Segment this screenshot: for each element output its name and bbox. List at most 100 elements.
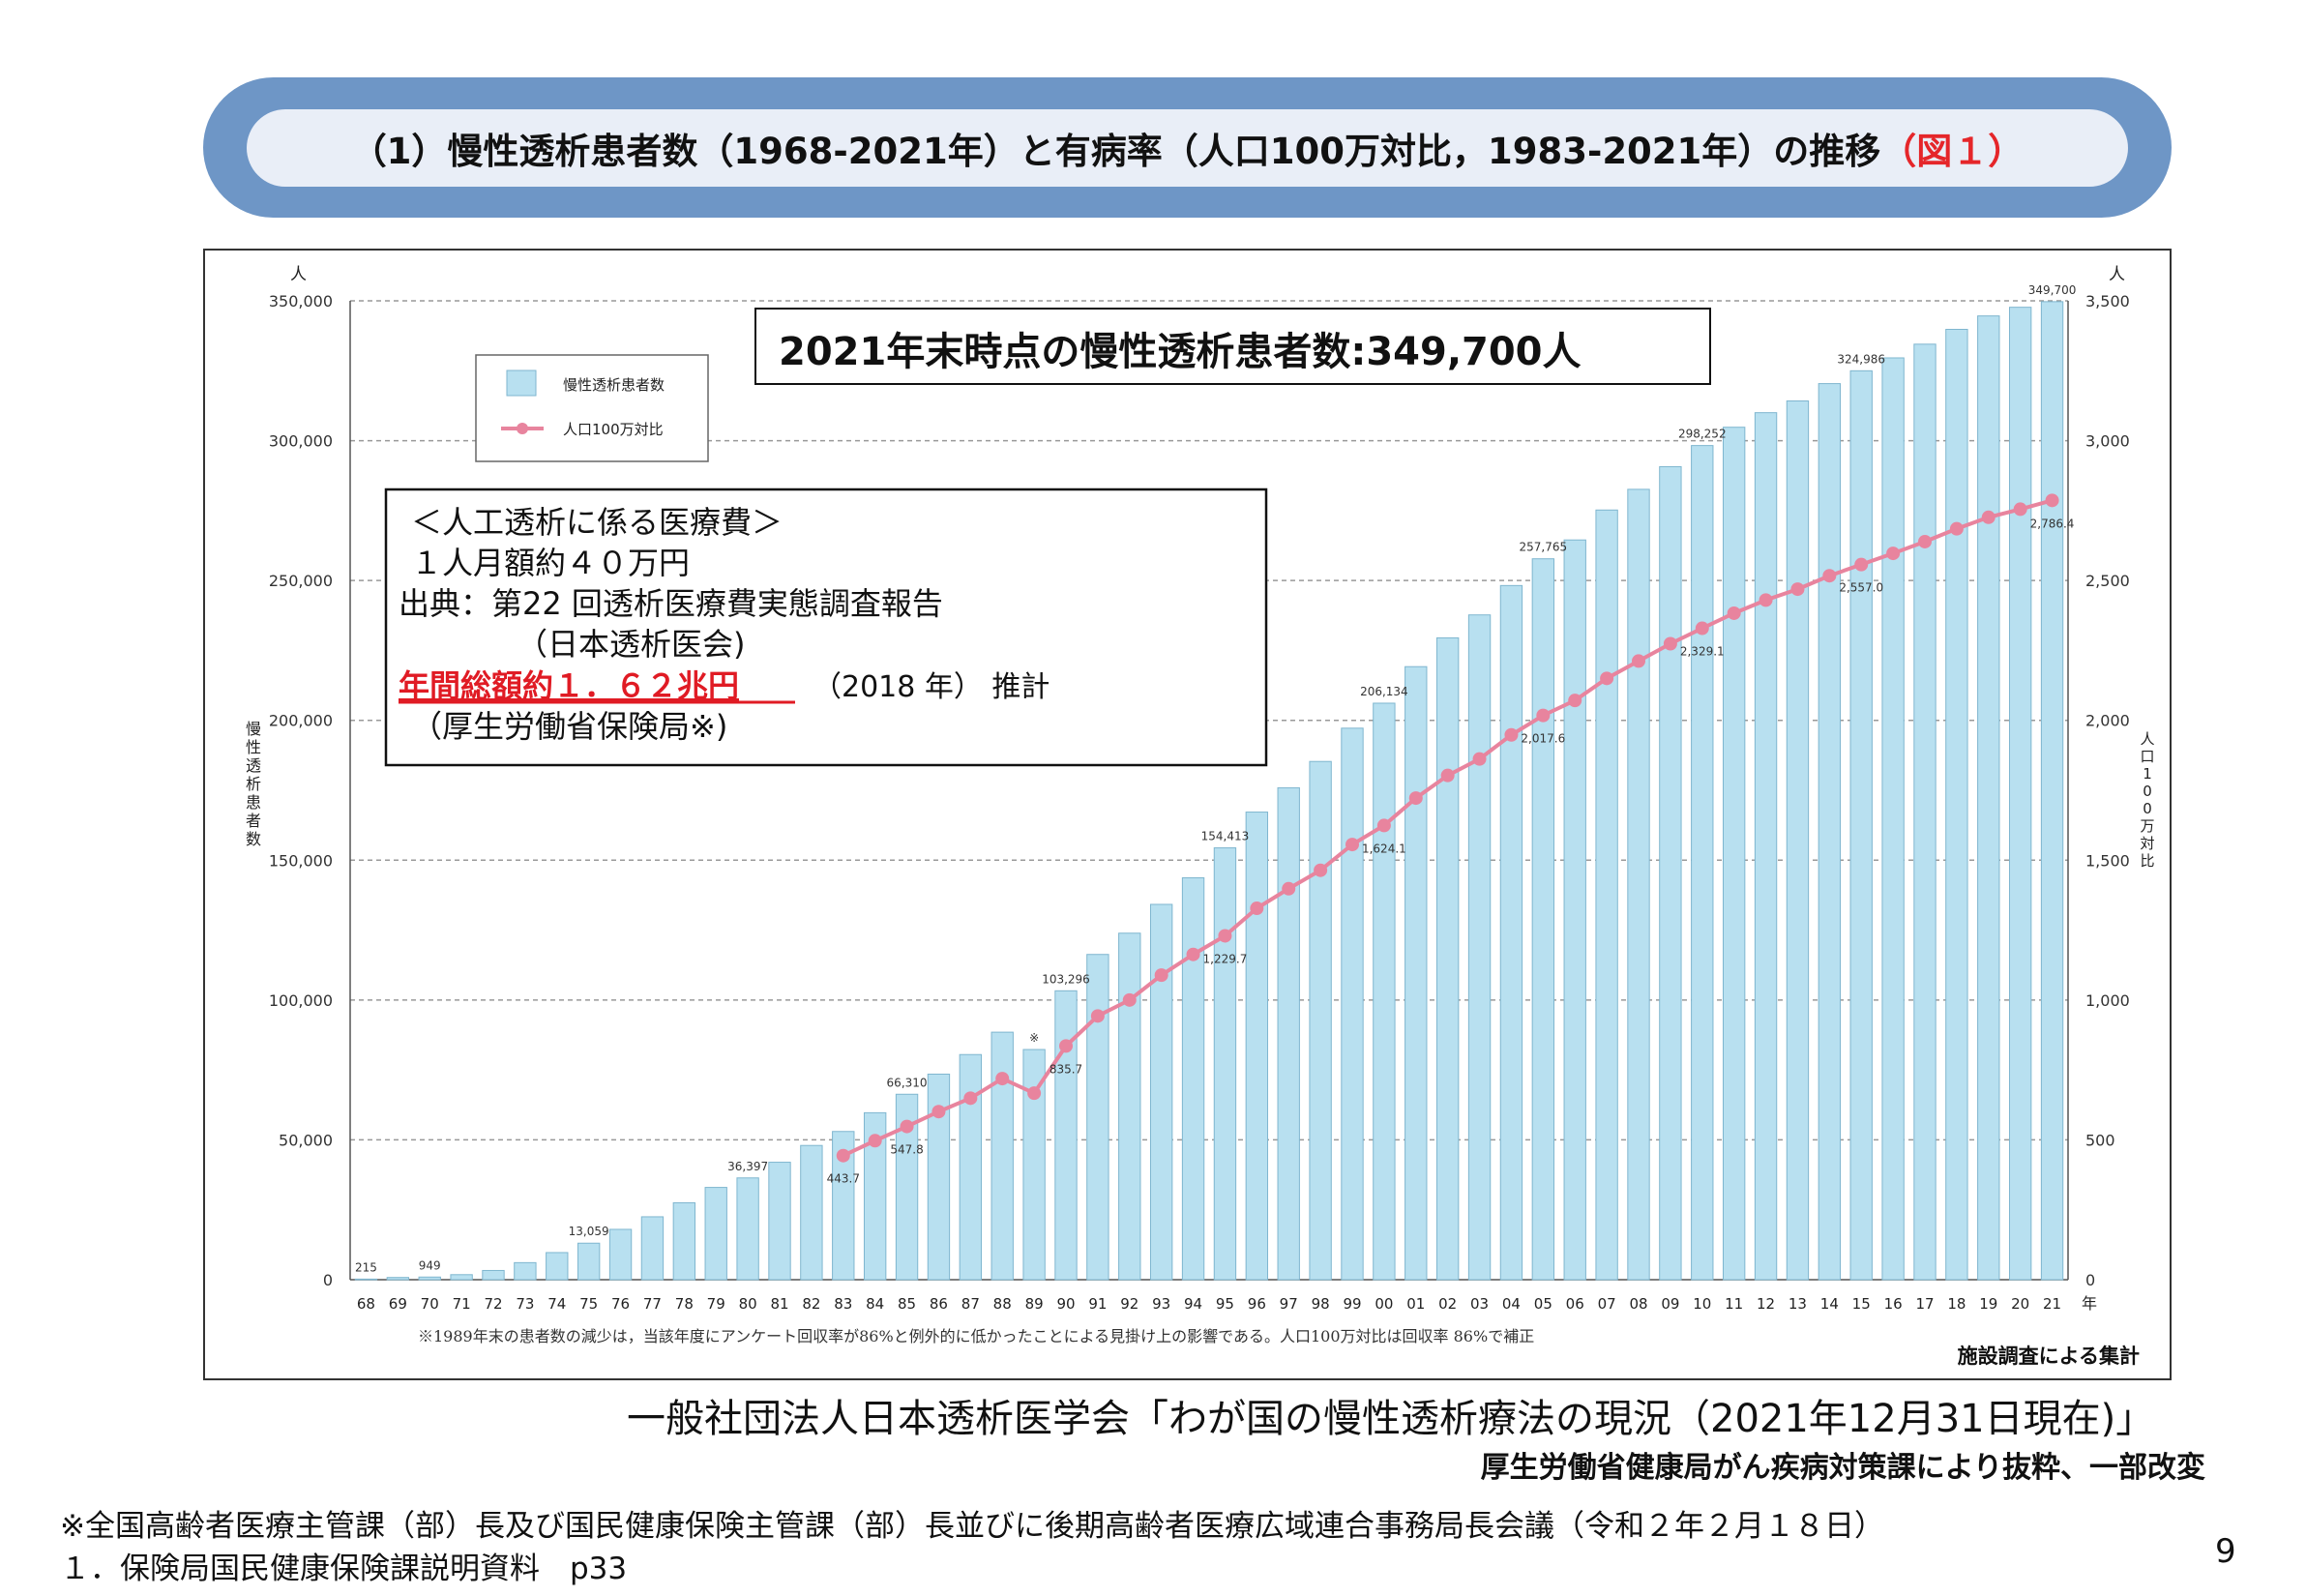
x-tick-label: 00 <box>1375 1295 1393 1313</box>
line-value-label: 2,557.0 <box>1839 581 1883 595</box>
bar <box>450 1274 473 1281</box>
line-point <box>1886 547 1901 561</box>
line-value-label: 1,624.1 <box>1362 842 1406 855</box>
bar <box>1467 614 1492 1281</box>
line-point <box>1536 708 1551 723</box>
bar-value-label: 103,296 <box>1042 972 1090 986</box>
bar-value-label: 215 <box>355 1260 377 1274</box>
bar-value-label: 298,252 <box>1678 428 1727 441</box>
x-tick-label: 21 <box>2043 1295 2061 1313</box>
x-tick-label: 12 <box>1757 1295 1775 1313</box>
bar <box>576 1242 601 1281</box>
x-tick-label: 94 <box>1184 1295 1202 1313</box>
bar <box>1881 357 1905 1281</box>
x-tick-label: 91 <box>1088 1295 1107 1313</box>
bar-value-label: ※ <box>1029 1031 1039 1045</box>
bar <box>1627 488 1650 1281</box>
bar <box>672 1201 696 1281</box>
line-point <box>1600 671 1614 686</box>
y-right-tick-label: 3,000 <box>2085 432 2130 451</box>
cost-box-monthly: １人月額約４０万円 <box>411 545 690 581</box>
y-left-title-char: 患 <box>246 793 261 812</box>
line-point <box>995 1072 1010 1086</box>
line-value-label: 443.7 <box>827 1172 860 1186</box>
y-left-title-char: 性 <box>246 738 261 756</box>
bar <box>1786 400 1810 1281</box>
bar <box>354 1278 378 1281</box>
bar <box>1277 786 1300 1281</box>
x-tick-label: 11 <box>1725 1295 1743 1313</box>
x-tick-label: 75 <box>579 1295 598 1313</box>
bar <box>386 1277 410 1281</box>
bar <box>514 1261 537 1281</box>
line-point <box>1218 929 1232 943</box>
x-tick-label: 92 <box>1120 1295 1138 1313</box>
bar <box>800 1144 823 1281</box>
line-point <box>1504 727 1519 742</box>
line-point <box>1440 768 1455 783</box>
y-right-title-char: 比 <box>2140 852 2154 870</box>
y-left-tick-label: 300,000 <box>269 432 333 451</box>
bar <box>1054 990 1078 1281</box>
line-value-label: 1,229.7 <box>1203 952 1248 965</box>
line-point <box>1918 534 1932 548</box>
line-value-label: 2,017.6 <box>1521 732 1565 746</box>
y-right-tick-label: 3,500 <box>2085 292 2130 310</box>
x-tick-label: 05 <box>1534 1295 1552 1313</box>
reference-line-1: ※全国高齢者医療主管課（部）長及び国民健康保険主管課（部）長並びに後期高齢者医療… <box>60 1509 1884 1544</box>
survey-note: 施設調査による集計 <box>1958 1345 2140 1368</box>
line-value-label: 835.7 <box>1050 1062 1082 1076</box>
bar <box>959 1053 983 1281</box>
bar <box>863 1111 887 1281</box>
x-tick-label: 07 <box>1598 1295 1616 1313</box>
reference-line-2: １．保険局国民健康保険課説明資料 p33 <box>60 1552 628 1586</box>
line-point <box>963 1091 978 1106</box>
x-tick-label: 70 <box>421 1295 439 1313</box>
line-point <box>1632 654 1645 668</box>
bar <box>1691 445 1714 1281</box>
bar-value-label: 206,134 <box>1360 685 1408 698</box>
bar <box>1722 427 1746 1281</box>
bar <box>768 1162 791 1281</box>
bar <box>1118 932 1141 1281</box>
bar-value-label: 324,986 <box>1837 352 1885 366</box>
bar-value-label: 13,059 <box>569 1225 609 1238</box>
x-tick-label: 93 <box>1152 1295 1170 1313</box>
y-right-title-char: 対 <box>2140 835 2154 852</box>
line-point <box>1154 968 1168 983</box>
y-left-title-char: 透 <box>246 756 261 775</box>
y-right-tick-label: 2,000 <box>2085 712 2130 730</box>
bar-value-label: 154,413 <box>1201 830 1250 843</box>
y-right-unit: 人 <box>2109 265 2125 284</box>
bar <box>1499 584 1523 1281</box>
x-tick-label: 88 <box>993 1295 1012 1313</box>
y-right-tick-label: 1,000 <box>2085 991 2130 1010</box>
bar <box>1404 665 1428 1281</box>
line-point <box>1981 510 1996 524</box>
x-tick-label: 86 <box>930 1295 948 1313</box>
chart: 0 50,000 100,000 150,000 200,000 250,000 300,0… <box>246 265 2155 1368</box>
bar-value-label: 66,310 <box>887 1076 928 1089</box>
bar <box>1977 315 2000 1281</box>
x-tick-label: 83 <box>834 1295 852 1313</box>
y-right-title-char: 万 <box>2140 817 2154 835</box>
headline-text: 2021年末時点の慢性透析患者数:349,700人 <box>779 330 1582 374</box>
y-right-title-char: 0 <box>2143 800 2152 817</box>
x-tick-label: 06 <box>1566 1295 1584 1313</box>
line-point <box>1314 863 1328 877</box>
line-point <box>1568 694 1582 708</box>
x-tick-label: 89 <box>1025 1295 1044 1313</box>
bar <box>418 1276 441 1281</box>
cost-box-source: 出典：第22 回透析医療費実態調査報告 <box>399 585 943 622</box>
cost-box-source-org: （日本透析医会) <box>517 626 746 663</box>
line-point <box>1759 593 1773 607</box>
x-tick-label: 99 <box>1343 1295 1361 1313</box>
y-left-tick-label: 0 <box>323 1271 333 1289</box>
x-tick-label: 14 <box>1820 1295 1839 1313</box>
bar <box>1022 1049 1046 1281</box>
y-left-title-char: 慢 <box>246 720 261 738</box>
legend-bar-label: 慢性透析患者数 <box>563 376 665 394</box>
x-tick-label: 16 <box>1884 1295 1903 1313</box>
y-right-tick-label: 2,500 <box>2085 572 2130 590</box>
line-point <box>1186 947 1200 961</box>
